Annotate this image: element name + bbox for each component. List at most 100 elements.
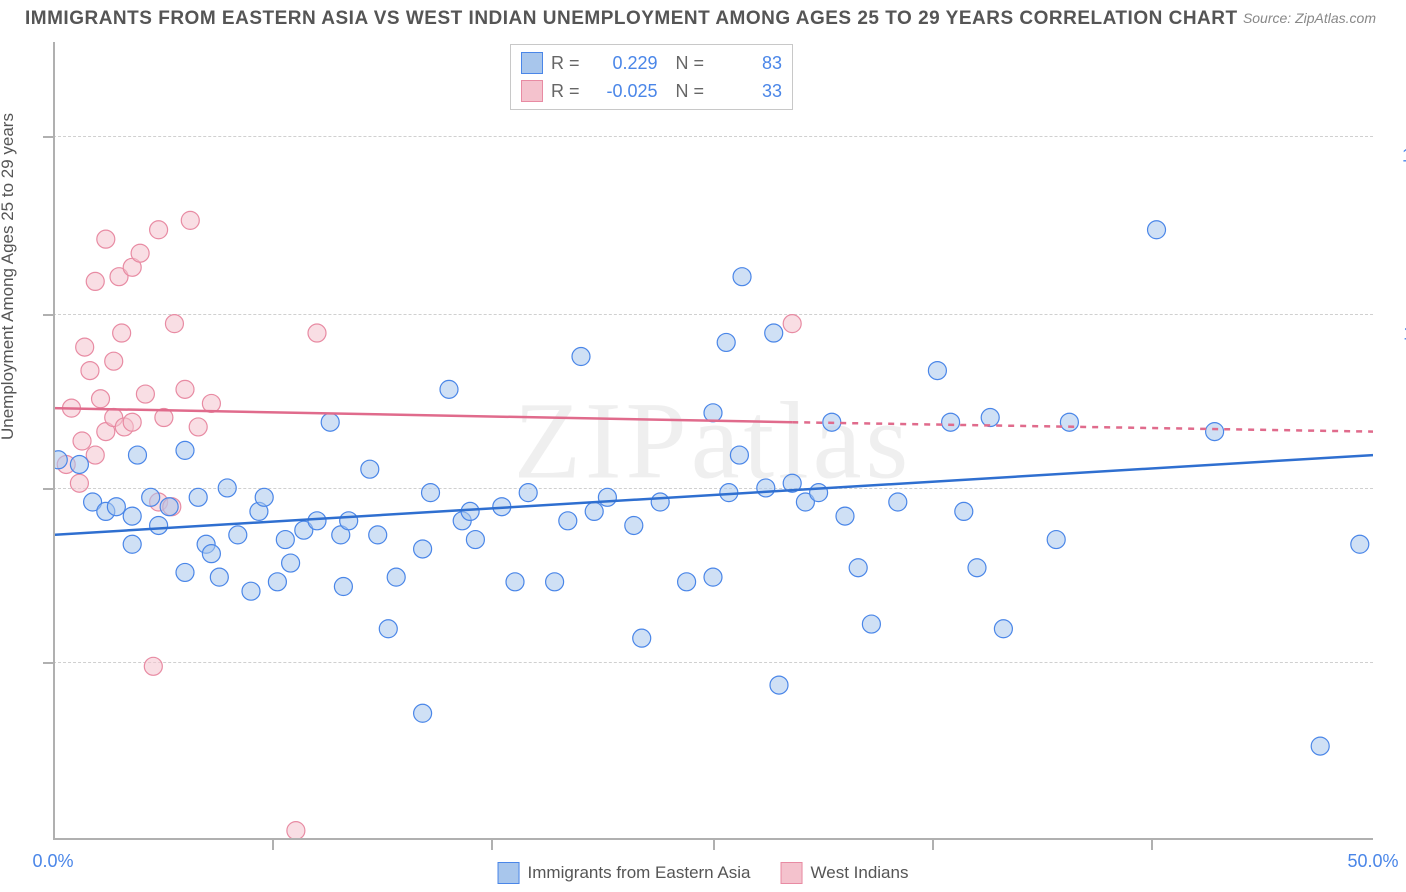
x-tick-label: 50.0% [1347, 851, 1398, 872]
trend-line [53, 455, 1373, 535]
data-point [598, 488, 616, 506]
swatch-icon [781, 862, 803, 884]
x-tick [1151, 840, 1153, 850]
correlation-legend: R = 0.229 N = 83 R = -0.025 N = 33 [510, 44, 793, 110]
data-point [968, 559, 986, 577]
data-point [86, 446, 104, 464]
data-point [810, 484, 828, 502]
data-point [379, 620, 397, 638]
data-point [308, 512, 326, 530]
data-point [1148, 221, 1166, 239]
legend-r-value: 0.229 [588, 49, 658, 77]
data-point [461, 502, 479, 520]
data-point [340, 512, 358, 530]
data-point [189, 418, 207, 436]
data-point [414, 540, 432, 558]
data-point [572, 348, 590, 366]
scatter-chart [53, 42, 1373, 840]
x-tick [932, 840, 934, 850]
x-tick-label: 0.0% [32, 851, 73, 872]
data-point [128, 446, 146, 464]
data-point [1060, 413, 1078, 431]
y-axis-line [53, 42, 55, 840]
data-point [287, 822, 305, 840]
data-point [730, 446, 748, 464]
plot-area: 3.8%7.5%11.2%15.0% ZIPatlas 0.0%50.0% [53, 42, 1373, 840]
data-point [202, 394, 220, 412]
y-tick-label: 15.0% [1383, 145, 1406, 166]
data-point [268, 573, 286, 591]
data-point [889, 493, 907, 511]
data-point [105, 352, 123, 370]
data-point [1351, 535, 1369, 553]
y-axis-label: Unemployment Among Ages 25 to 29 years [0, 113, 18, 440]
legend-r-label: R = [551, 49, 580, 77]
data-point [369, 526, 387, 544]
data-point [651, 493, 669, 511]
data-point [276, 531, 294, 549]
y-tick [43, 136, 53, 138]
data-point [229, 526, 247, 544]
data-point [150, 221, 168, 239]
data-point [849, 559, 867, 577]
data-point [308, 324, 326, 342]
data-point [131, 244, 149, 262]
data-point [81, 362, 99, 380]
legend-r-label: R = [551, 77, 580, 105]
data-point [165, 315, 183, 333]
data-point [466, 531, 484, 549]
data-point [519, 484, 537, 502]
legend-n-label: N = [666, 49, 705, 77]
data-point [92, 390, 110, 408]
data-point [981, 409, 999, 427]
data-point [189, 488, 207, 506]
x-tick [491, 840, 493, 850]
data-point [76, 338, 94, 356]
data-point [757, 479, 775, 497]
data-point [160, 498, 178, 516]
data-point [704, 568, 722, 586]
data-point [625, 516, 643, 534]
data-point [176, 441, 194, 459]
data-point [678, 573, 696, 591]
y-tick-label: 3.8% [1383, 671, 1406, 692]
legend-item-pink: West Indians [781, 862, 909, 884]
data-point [136, 385, 154, 403]
data-point [123, 507, 141, 525]
data-point [559, 512, 577, 530]
data-point [282, 554, 300, 572]
source-attribution: Source: ZipAtlas.com [1243, 10, 1376, 26]
data-point [107, 498, 125, 516]
data-point [97, 230, 115, 248]
data-point [422, 484, 440, 502]
data-point [765, 324, 783, 342]
data-point [181, 211, 199, 229]
legend-n-value: 33 [712, 77, 782, 105]
data-point [123, 535, 141, 553]
data-point [955, 502, 973, 520]
data-point [546, 573, 564, 591]
data-point [633, 629, 651, 647]
data-point [70, 455, 88, 473]
data-point [836, 507, 854, 525]
data-point [585, 502, 603, 520]
data-point [928, 362, 946, 380]
data-point [150, 516, 168, 534]
data-point [218, 479, 236, 497]
x-tick [713, 840, 715, 850]
data-point [144, 657, 162, 675]
data-point [70, 474, 88, 492]
chart-title: IMMIGRANTS FROM EASTERN ASIA VS WEST IND… [25, 8, 1238, 30]
legend-series-label: Immigrants from Eastern Asia [528, 863, 751, 883]
data-point [770, 676, 788, 694]
y-tick [43, 662, 53, 664]
y-tick-label: 11.2% [1383, 324, 1406, 345]
legend-n-label: N = [666, 77, 705, 105]
data-point [414, 704, 432, 722]
y-tick [43, 488, 53, 490]
data-point [142, 488, 160, 506]
data-point [361, 460, 379, 478]
data-point [717, 333, 735, 351]
trend-line [792, 422, 1373, 431]
y-tick-label: 7.5% [1383, 497, 1406, 518]
